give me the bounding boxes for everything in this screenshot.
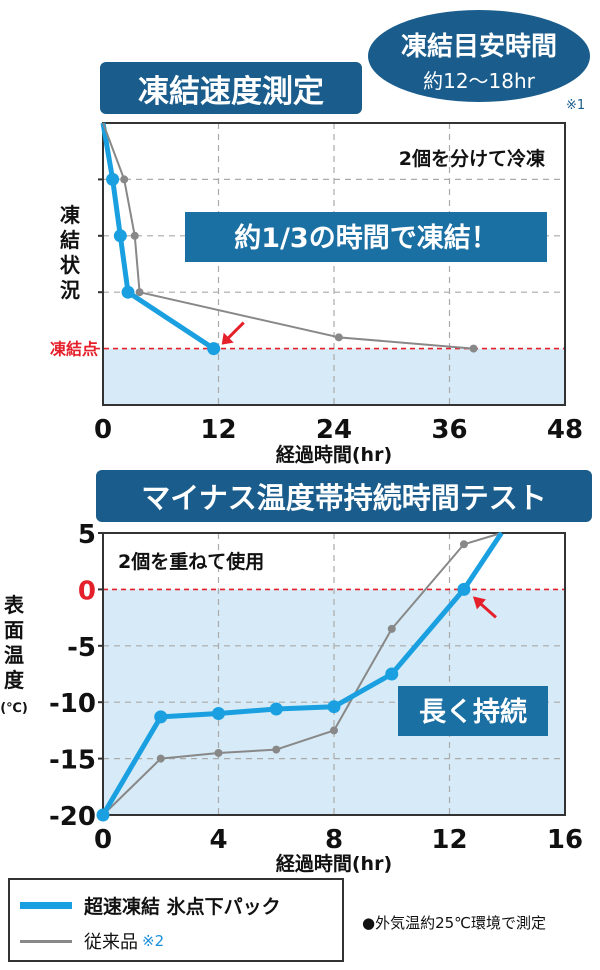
- chart1-ylabel-char: 結: [60, 228, 80, 252]
- chart1-point-old: [135, 288, 144, 297]
- chart1-freeze-point-label: 凍結点: [50, 340, 98, 359]
- chart1-xtick-label: 24: [316, 415, 352, 445]
- chart2-series-old-line: [102, 532, 502, 816]
- chart1-frame: [102, 122, 566, 406]
- chart2-point-new: [96, 808, 110, 822]
- chart2-point-new: [269, 702, 283, 716]
- chart2-ytick-label: 5: [78, 520, 96, 550]
- chart1-ylabel-char: 況: [60, 278, 80, 302]
- chart1-xtick-label: 36: [431, 415, 467, 445]
- legend-label-old: 従来品: [84, 932, 138, 953]
- chart2-frame: [102, 532, 566, 816]
- chart1-point-new: [207, 342, 221, 356]
- chart2-point-new: [154, 710, 168, 724]
- legend: 超速凍結 氷点下パック 従来品 ※2: [8, 878, 344, 962]
- chart2-annotation: 2個を重ねて使用: [118, 551, 264, 573]
- chart1-series-old-line: [102, 122, 474, 350]
- chart2-point-old: [272, 745, 281, 754]
- chart2-ytick-label: 0: [78, 576, 96, 606]
- chart2-point-old: [459, 540, 468, 549]
- chart2-ytick-label: -5: [67, 633, 96, 663]
- chart1-title: 凍結速度測定: [100, 62, 362, 114]
- chart2-arrowhead-icon: [472, 596, 486, 610]
- chart2-xtick-label: 8: [325, 825, 343, 855]
- chart1-point-old: [120, 175, 129, 184]
- chart2-title: マイナス温度帯持続時間テスト: [96, 470, 592, 522]
- legend-note-old: ※2: [142, 932, 165, 950]
- chart1-highlight-text: 約1/3の時間で凍結！: [234, 222, 497, 254]
- chart2-xtick-label: 0: [94, 825, 112, 855]
- badge-footnote-mark: ※1: [566, 98, 586, 113]
- freeze-time-badge-value: 約12〜18hr: [423, 69, 535, 93]
- chart1-point-old: [334, 333, 343, 342]
- chart2-point-new: [385, 667, 399, 681]
- chart1-xtick-label: 12: [200, 415, 236, 445]
- chart2-ylabel-char: (℃): [0, 701, 28, 716]
- chart2-xtick-label: 4: [209, 825, 227, 855]
- chart2-ylabel-char: 表: [4, 593, 25, 617]
- measurement-footnote: ●外気温約25℃環境で測定: [362, 914, 547, 932]
- legend-swatch-old: [20, 939, 72, 943]
- chart1-point-old: [130, 231, 139, 240]
- chart1-point-old: [469, 344, 478, 353]
- chart2-ylabel-char: 度: [4, 668, 25, 692]
- chart2-point-old: [330, 726, 338, 735]
- chart1-xlabel: 経過時間(hr): [276, 443, 392, 466]
- chart2-ylabel-char: 面: [4, 618, 24, 642]
- chart1-highlight-box: [185, 212, 547, 262]
- chart1-arrow-icon: [224, 321, 245, 342]
- freeze-time-badge-title: 凍結目安時間: [400, 32, 557, 62]
- chart2-point-new: [457, 582, 471, 596]
- chart2-xtick-label: 16: [547, 825, 583, 855]
- chart2-highlight-text: 長く持続: [419, 697, 527, 728]
- chart2-point-old: [387, 624, 396, 633]
- chart1-xtick-label: 48: [547, 415, 583, 445]
- chart1-ylabel-char: 状: [60, 253, 81, 277]
- chart2-point-old: [156, 754, 165, 763]
- chart2-highlight-box: [398, 686, 548, 736]
- chart2-point-new: [327, 700, 341, 714]
- legend-swatch-new: [20, 902, 72, 909]
- chart1-point-new: [106, 172, 120, 186]
- chart1-point-new: [121, 285, 135, 299]
- chart2-point-new: [212, 706, 225, 720]
- legend-item-new: 超速凍結 氷点下パック: [20, 892, 281, 919]
- chart2-xlabel: 経過時間(hr): [276, 852, 392, 875]
- chart1-arrowhead-icon: [221, 332, 234, 345]
- chart2-xtick-label: 12: [431, 825, 467, 855]
- chart2-series-new-line: [100, 531, 504, 817]
- freeze-time-badge: 凍結目安時間 約12〜18hr: [368, 10, 590, 102]
- chart2-point-old: [214, 748, 223, 757]
- chart1-xtick-label: 0: [94, 415, 112, 445]
- chart2-ytick-label: -10: [49, 689, 96, 719]
- chart1-ylabel-char: 凍: [60, 203, 81, 227]
- chart2-ytick-label: -15: [49, 746, 96, 776]
- chart2-ylabel-char: 温: [4, 643, 24, 667]
- chart1-point-new: [113, 229, 127, 243]
- chart2-ytick-label: -20: [49, 802, 96, 832]
- legend-label-new: 超速凍結 氷点下パック: [84, 896, 281, 918]
- legend-item-old: 従来品 ※2: [20, 928, 164, 954]
- chart1-annotation: 2個を分けて冷凍: [399, 147, 545, 170]
